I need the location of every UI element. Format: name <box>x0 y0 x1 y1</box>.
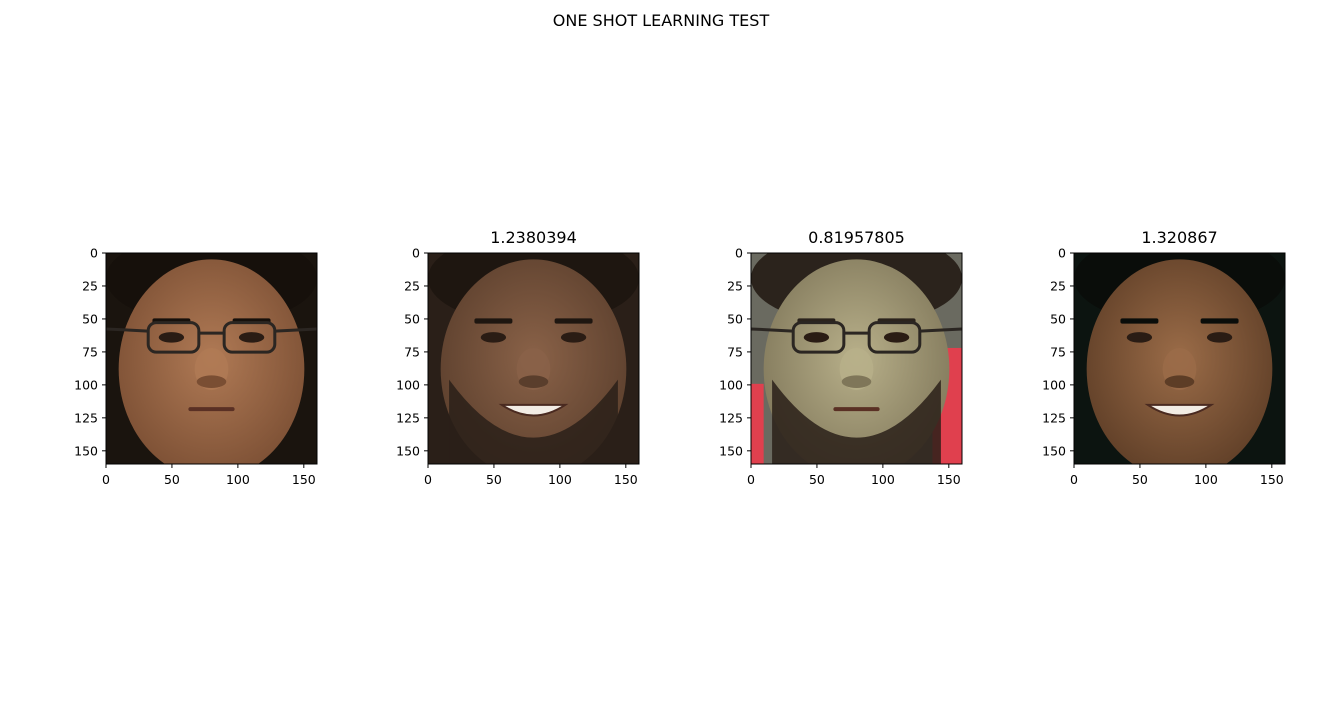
y-tick-label: 0 <box>90 246 98 261</box>
y-tick-label: 75 <box>1050 344 1066 359</box>
subplot-candidate-3: 1.320867 0 25 50 75 100 125 150 0 50 100 150 <box>1042 228 1322 498</box>
x-tick-label: 150 <box>937 472 961 487</box>
x-tick-label: 150 <box>614 472 638 487</box>
y-tick-label: 50 <box>1050 311 1066 326</box>
y-tick-label: 0 <box>735 246 743 261</box>
axes-frame <box>427 252 640 465</box>
y-tick-label: 100 <box>1042 377 1066 392</box>
face-image <box>1074 253 1285 464</box>
y-tick-label: 50 <box>82 311 98 326</box>
y-tick-label: 25 <box>82 278 98 293</box>
figure-title: ONE SHOT LEARNING TEST <box>552 11 770 30</box>
y-tick-label: 150 <box>1042 443 1066 458</box>
x-tick-label: 0 <box>102 472 110 487</box>
y-tick-label: 75 <box>82 344 98 359</box>
axes-frame <box>105 252 318 465</box>
x-tick-label: 150 <box>1260 472 1284 487</box>
y-tick-label: 25 <box>727 278 743 293</box>
x-tick-label: 0 <box>1070 472 1078 487</box>
y-tick-label: 125 <box>74 410 98 425</box>
y-tick-label: 50 <box>404 311 420 326</box>
subplot-axes: 0 25 50 75 100 125 150 0 50 100 150 <box>719 246 963 487</box>
subplot-title: 0.81957805 <box>808 228 905 247</box>
y-tick-label: 75 <box>404 344 420 359</box>
y-tick-label: 50 <box>727 311 743 326</box>
subplot-axes: 0 25 50 75 100 125 150 0 50 100 150 <box>1042 246 1286 487</box>
x-tick-label: 50 <box>164 472 180 487</box>
y-tick-label: 100 <box>396 377 420 392</box>
axes-frame <box>750 252 963 465</box>
y-tick-label: 75 <box>727 344 743 359</box>
y-tick-label: 125 <box>719 410 743 425</box>
face-image <box>106 253 317 464</box>
y-tick-label: 25 <box>1050 278 1066 293</box>
x-tick-label: 100 <box>1194 472 1218 487</box>
y-tick-label: 150 <box>396 443 420 458</box>
subplot-candidate-2: 0.81957805 0 25 50 75 100 125 150 0 50 100 150 <box>719 228 1033 498</box>
y-tick-label: 100 <box>74 377 98 392</box>
y-tick-label: 25 <box>404 278 420 293</box>
y-tick-label: 150 <box>719 443 743 458</box>
x-tick-label: 150 <box>292 472 316 487</box>
x-tick-label: 0 <box>747 472 755 487</box>
subplot-title: 1.320867 <box>1141 228 1218 247</box>
subplot-axes: 0 25 50 75 100 125 150 0 50 100 150 <box>74 246 318 487</box>
subplot-title: 1.2380394 <box>490 228 577 247</box>
y-tick-label: 150 <box>74 443 98 458</box>
x-tick-label: 50 <box>809 472 825 487</box>
x-tick-label: 100 <box>871 472 895 487</box>
y-tick-label: 0 <box>1058 246 1066 261</box>
y-tick-label: 125 <box>396 410 420 425</box>
face-image <box>428 253 639 464</box>
x-tick-label: 100 <box>548 472 572 487</box>
subplot-axes: 0 25 50 75 100 125 150 0 50 100 150 <box>396 246 640 487</box>
axes-frame <box>1073 252 1286 465</box>
x-tick-label: 100 <box>226 472 250 487</box>
y-tick-label: 0 <box>412 246 420 261</box>
subplot-candidate-1: 1.2380394 0 25 50 75 100 125 150 0 50 100 150 <box>396 228 710 498</box>
y-tick-label: 125 <box>1042 410 1066 425</box>
y-tick-label: 100 <box>719 377 743 392</box>
x-tick-label: 0 <box>424 472 432 487</box>
face-image <box>751 253 962 464</box>
x-tick-label: 50 <box>486 472 502 487</box>
subplot-anchor: 0 25 50 75 100 125 150 0 50 100 150 <box>74 228 388 498</box>
x-tick-label: 50 <box>1132 472 1148 487</box>
